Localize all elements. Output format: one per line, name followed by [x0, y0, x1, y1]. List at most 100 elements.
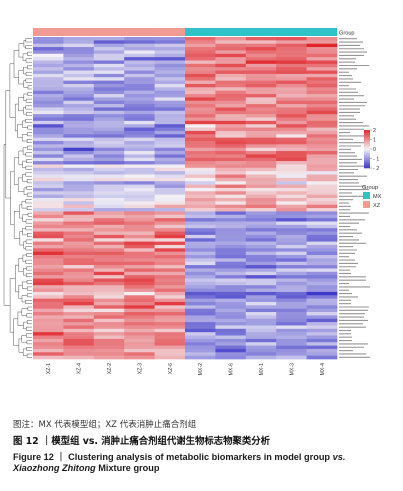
heatmap-cell — [33, 278, 64, 283]
heatmap-cell — [245, 107, 277, 112]
heatmap-cell — [276, 53, 307, 58]
heatmap-cell — [93, 208, 125, 212]
heatmap-cell — [33, 37, 64, 41]
heatmap-cell — [63, 355, 95, 360]
color-scale-step — [364, 137, 370, 140]
heatmap-cell — [306, 271, 338, 276]
heatmap-cell — [276, 120, 307, 125]
heatmap-cell — [154, 47, 186, 51]
heatmap-cell — [93, 73, 125, 78]
heatmap-cell — [93, 50, 125, 55]
heatmap-cell — [185, 174, 216, 179]
heatmap-cell — [154, 184, 186, 189]
heatmap-cell — [276, 241, 307, 246]
row-dendrogram — [3, 38, 32, 358]
heatmap-cell — [124, 50, 155, 55]
heatmap-cell — [154, 271, 186, 276]
heatmap-cell — [245, 97, 277, 102]
heatmap-cell — [276, 305, 307, 310]
heatmap-cell — [276, 275, 307, 279]
heatmap-cell — [185, 285, 216, 289]
heatmap-cell — [124, 194, 155, 199]
dendrogram-branch — [25, 219, 32, 224]
heatmap-cell — [154, 154, 186, 159]
heatmap-cell — [306, 191, 338, 195]
heatmap-cell — [33, 167, 64, 172]
dendrogram-branch — [13, 211, 20, 239]
heatmap-cell — [276, 342, 307, 346]
heatmap-cell — [306, 308, 338, 313]
heatmap-cell — [215, 187, 247, 192]
heatmap-cell — [93, 40, 125, 45]
heatmap-cell — [306, 177, 338, 182]
heatmap-cell — [245, 117, 277, 122]
heatmap-cell — [306, 218, 338, 222]
heatmap-cell — [215, 40, 247, 45]
heatmap-cell — [63, 275, 95, 279]
heatmap-cell — [124, 184, 155, 189]
heatmap-cell — [306, 73, 338, 78]
heatmap-cell — [306, 94, 338, 98]
heatmap-cell — [33, 318, 64, 323]
heatmap-cell — [33, 312, 64, 316]
heatmap-cell — [124, 90, 155, 95]
heatmap-cell — [215, 124, 247, 128]
heatmap-cell — [63, 301, 95, 306]
group-bar-cell — [33, 28, 64, 36]
heatmap-cell — [245, 301, 277, 306]
heatmap-cell — [276, 167, 307, 172]
heatmap-cell — [154, 224, 186, 229]
heatmap-cell — [93, 94, 125, 98]
heatmap-cell — [306, 204, 338, 209]
heatmap-cell — [215, 308, 247, 313]
figure-caption-english-line1: Figure 12 ｜ Clustering analysis of metab… — [13, 449, 398, 463]
heatmap-cell — [124, 318, 155, 323]
dendrogram-branch — [26, 313, 32, 318]
heatmap-cell — [306, 332, 338, 336]
heatmap-cell — [245, 208, 277, 212]
heatmap-cell — [306, 352, 338, 356]
heatmap-cell — [93, 355, 125, 360]
heatmap-cell — [93, 218, 125, 222]
heatmap-cells — [33, 37, 338, 360]
heatmap-cell — [245, 295, 277, 299]
heatmap-cell — [93, 184, 125, 189]
heatmap-cell — [185, 70, 216, 75]
heatmap-cell — [124, 53, 155, 58]
heatmap-cell — [245, 124, 277, 128]
heatmap-cell — [93, 151, 125, 155]
heatmap-cell — [124, 301, 155, 306]
heatmap-cell — [93, 60, 125, 65]
heatmap-cell — [306, 355, 338, 360]
heatmap-cell — [306, 90, 338, 95]
heatmap-cell — [306, 127, 338, 132]
heatmap-cell — [33, 342, 64, 346]
heatmap-cell — [93, 167, 125, 172]
dendrogram-branch — [18, 97, 24, 112]
heatmap-cell — [245, 332, 277, 336]
heatmap-cell — [276, 157, 307, 162]
heatmap-cell — [245, 352, 277, 356]
dendrogram-branch — [19, 204, 23, 219]
heatmap-cell — [93, 271, 125, 276]
heatmap-cell — [306, 208, 338, 212]
heatmap-cell — [215, 275, 247, 279]
heatmap-cell — [276, 348, 307, 353]
heatmap-cell — [33, 298, 64, 303]
heatmap-cell — [185, 187, 216, 192]
heatmap-cell — [306, 278, 338, 283]
heatmap-cell — [185, 144, 216, 149]
heatmap-cell — [93, 198, 125, 202]
heatmap-cell — [93, 308, 125, 313]
heatmap-cell — [276, 177, 307, 182]
heatmap-cell — [245, 87, 277, 92]
heatmap-cell — [33, 211, 64, 216]
heatmap-cell — [93, 194, 125, 199]
heatmap-cell — [276, 171, 307, 175]
heatmap-cell — [276, 214, 307, 219]
heatmap-cell — [215, 214, 247, 219]
heatmap-cell — [185, 124, 216, 128]
heatmap-cell — [276, 67, 307, 71]
heatmap-cell — [154, 130, 186, 135]
heatmap-cell — [63, 124, 95, 128]
